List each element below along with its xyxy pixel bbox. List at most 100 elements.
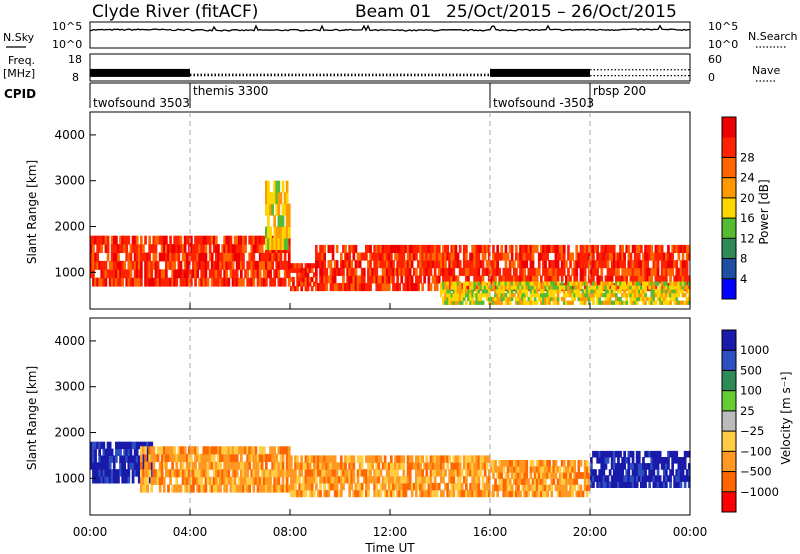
range-gate-cell	[375, 267, 379, 276]
range-gate-cell	[473, 260, 476, 269]
range-gate-cell	[217, 469, 220, 478]
range-gate-cell	[579, 484, 583, 492]
range-gate-cell	[662, 475, 666, 482]
range-gate-cell	[260, 277, 264, 287]
range-gate-cell	[581, 293, 585, 298]
range-gate-cell	[594, 285, 597, 290]
range-gate-cell	[498, 293, 501, 298]
range-gate-cell	[194, 469, 197, 478]
range-gate-cell	[285, 260, 289, 270]
range-gate-cell	[662, 300, 666, 305]
colorbar-tick-label: −100	[740, 444, 772, 458]
range-gate-cell	[200, 453, 204, 462]
range-gate-cell	[348, 482, 351, 491]
range-gate-cell	[600, 457, 604, 464]
range-gate-cell	[660, 296, 664, 302]
range-gate-cell	[206, 235, 210, 245]
range-gate-cell	[212, 235, 216, 245]
range-gate-cell	[533, 300, 537, 305]
range-gate-cell	[479, 300, 483, 305]
range-gate-cell	[650, 300, 654, 305]
range-gate-cell	[571, 460, 574, 467]
range-gate-cell	[481, 285, 485, 290]
range-gate-cell	[190, 461, 193, 470]
range-gate-cell	[240, 476, 243, 485]
range-gate-cell	[446, 285, 449, 290]
range-gate-cell	[523, 289, 526, 294]
range-gate-cell	[650, 244, 654, 253]
range-gate-cell	[660, 283, 664, 292]
range-gate-cell	[467, 462, 470, 470]
range-gate-cell	[219, 476, 222, 485]
range-gate-cell	[654, 289, 658, 294]
range-gate-cell	[556, 275, 560, 284]
range-gate-cell	[473, 244, 476, 253]
range-gate-cell	[383, 455, 387, 463]
range-gate-cell	[181, 446, 185, 455]
range-gate-cell	[631, 289, 635, 294]
range-gate-cell	[410, 482, 414, 491]
range-gate-cell	[496, 472, 499, 479]
range-gate-cell	[477, 469, 481, 477]
range-gate-cell	[275, 238, 279, 250]
range-gate-cell	[583, 281, 587, 286]
range-gate-cell	[673, 450, 676, 458]
range-gate-cell	[410, 252, 414, 261]
range-gate-cell	[535, 289, 539, 294]
range-gate-cell	[400, 476, 404, 484]
range-gate-cell	[481, 455, 485, 463]
range-gate-cell	[542, 296, 545, 302]
range-gate-cell	[619, 481, 622, 488]
range-gate-cell	[110, 448, 114, 456]
range-gate-cell	[631, 296, 635, 302]
range-gate-cell	[529, 472, 533, 479]
range-gate-cell	[581, 296, 585, 302]
range-gate-cell	[385, 260, 389, 269]
range-gate-cell	[512, 466, 516, 473]
range-gate-cell	[100, 244, 104, 253]
range-gate-cell	[229, 260, 233, 270]
nave-tick-hi: 60	[708, 53, 722, 66]
range-gate-cell	[500, 289, 504, 294]
range-gate-cell	[479, 489, 483, 498]
range-gate-cell	[273, 484, 276, 493]
range-gate-cell	[544, 300, 547, 305]
range-gate-cell	[617, 296, 620, 302]
range-gate-cell	[542, 285, 545, 290]
range-gate-cell	[135, 260, 139, 270]
range-gate-cell	[242, 252, 245, 262]
range-gate-cell	[196, 484, 199, 493]
range-gate-cell	[90, 455, 93, 463]
range-gate-cell	[271, 260, 274, 270]
range-gate-cell	[573, 472, 576, 479]
range-gate-cell	[552, 285, 556, 290]
range-gate-cell	[212, 277, 216, 287]
range-gate-cell	[235, 453, 239, 462]
range-gate-cell	[315, 244, 318, 253]
range-gate-cell	[642, 293, 645, 298]
range-gate-cell	[402, 252, 406, 261]
range-gate-cell	[123, 448, 126, 456]
range-gate-cell	[681, 267, 685, 276]
range-gate-cell	[633, 281, 637, 286]
range-gate-cell	[167, 469, 170, 478]
colorbar-frame	[721, 116, 737, 300]
range-gate-cell	[504, 252, 508, 261]
range-gate-cell	[121, 462, 124, 470]
range-gate-cell	[250, 252, 254, 262]
range-gate-cell	[637, 457, 641, 464]
x-tick-label: 00:00	[73, 525, 108, 539]
range-gate-cell	[490, 300, 493, 305]
range-gate-cell	[456, 482, 460, 491]
range-gate-cell	[319, 260, 322, 269]
range-gate-cell	[248, 453, 251, 462]
range-gate-cell	[442, 260, 445, 269]
range-gate-cell	[527, 296, 531, 302]
range-gate-cell	[287, 226, 291, 239]
range-gate-cell	[448, 489, 451, 498]
range-gate-cell	[644, 267, 647, 276]
range-gate-cell	[492, 252, 495, 261]
range-gate-cell	[602, 260, 606, 269]
range-gate-cell	[448, 289, 451, 294]
range-gate-cell	[648, 469, 651, 476]
